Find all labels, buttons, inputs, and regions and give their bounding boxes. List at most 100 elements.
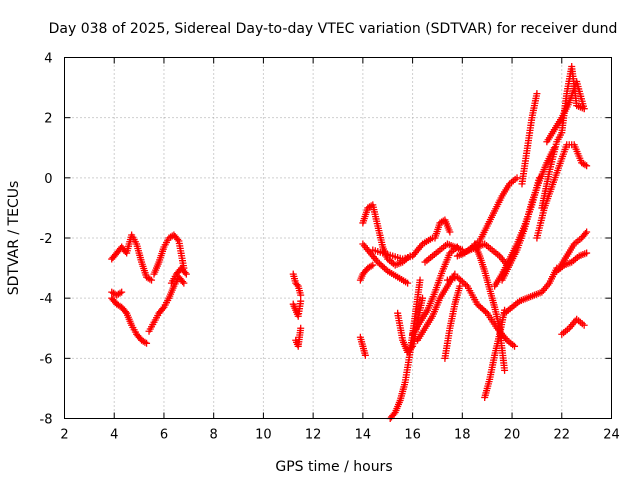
data-point — [580, 105, 588, 113]
series-arc-06 — [167, 264, 190, 287]
series-arc-11 — [356, 261, 377, 284]
y-tick-label: -6 — [40, 352, 53, 367]
data-point — [580, 321, 588, 329]
data-point — [462, 281, 470, 289]
y-tick-label: 2 — [44, 112, 52, 127]
data-point — [533, 90, 541, 98]
y-tick-label: 4 — [44, 52, 52, 67]
x-tick-label: 16 — [404, 428, 421, 443]
x-axis-label: GPS time / hours — [275, 459, 392, 475]
chart-title: Day 038 of 2025, Sidereal Day-to-day VTE… — [49, 21, 618, 37]
series-arc-36 — [558, 315, 588, 338]
data-point — [146, 275, 154, 283]
x-tick-label: 24 — [603, 428, 620, 443]
data-point — [460, 279, 468, 287]
data-point — [382, 266, 390, 274]
data-point — [174, 236, 182, 244]
series-arc-17 — [409, 243, 461, 338]
series-arc-10 — [356, 333, 369, 359]
series-arc-35 — [553, 249, 591, 275]
data-point — [456, 282, 464, 290]
data-point — [458, 278, 466, 286]
series-arc-04 — [145, 273, 188, 335]
series-arc-09 — [292, 324, 305, 350]
data-point — [380, 264, 388, 272]
data-point — [118, 288, 126, 296]
grid-layer — [64, 57, 612, 419]
y-axis-label: SDTVAR / TECUs — [6, 181, 22, 296]
y-tick-label: 0 — [44, 172, 52, 187]
y-tick-label: -4 — [40, 292, 53, 307]
data-point — [390, 410, 398, 418]
series-arc-31 — [533, 141, 591, 242]
x-tick-label: 14 — [355, 428, 372, 443]
data-point — [121, 308, 129, 316]
data-point — [482, 308, 490, 316]
data-point — [581, 229, 589, 237]
series-arc-02 — [108, 294, 151, 347]
series-arc-29 — [501, 264, 561, 317]
data-point — [148, 276, 156, 284]
x-tick-label: 18 — [454, 428, 471, 443]
data-point — [455, 275, 463, 283]
x-tick-label: 4 — [110, 428, 118, 443]
data-point — [581, 161, 589, 169]
series-arc-20 — [431, 216, 454, 242]
data-point — [159, 305, 167, 313]
series-arc-05 — [150, 231, 188, 278]
x-tick-label: 6 — [160, 428, 168, 443]
data-point — [501, 366, 509, 374]
data-point — [141, 338, 149, 346]
data-point — [446, 228, 454, 236]
data-point — [407, 344, 415, 352]
data-point — [419, 294, 427, 302]
data-point — [181, 269, 189, 277]
data-point — [367, 262, 375, 270]
y-tick-label: -2 — [40, 232, 53, 247]
data-point — [143, 339, 151, 347]
data-point — [583, 228, 591, 236]
data-point — [453, 273, 461, 281]
data-point — [297, 297, 305, 305]
y-tick-label: -8 — [40, 413, 53, 428]
data-point — [511, 342, 519, 350]
series-arc-03 — [108, 288, 126, 299]
data-point — [297, 324, 305, 332]
series-arc-32 — [538, 63, 588, 212]
data-point — [478, 305, 486, 313]
series-arc-07 — [289, 270, 305, 299]
series-arc-30 — [518, 90, 541, 188]
series-arc-01 — [108, 231, 156, 284]
data-point — [180, 279, 188, 287]
data-point — [379, 263, 387, 271]
data-point — [179, 278, 187, 286]
data-point — [369, 261, 377, 269]
data-point — [116, 289, 124, 297]
series-arc-08 — [289, 297, 305, 320]
x-tick-label: 8 — [210, 428, 218, 443]
data-point — [513, 174, 521, 182]
x-tick-label: 12 — [305, 428, 322, 443]
data-point — [457, 276, 465, 284]
data-point — [477, 303, 485, 311]
x-tick-label: 20 — [504, 428, 521, 443]
series-arc-28 — [498, 144, 558, 284]
series-arc-16 — [394, 294, 427, 356]
data-point — [361, 351, 369, 359]
data-point — [297, 291, 305, 299]
data-point — [377, 261, 385, 269]
data-point — [583, 249, 591, 257]
x-tick-label: 10 — [255, 428, 272, 443]
data-point — [374, 258, 382, 266]
data-point — [475, 302, 483, 310]
series-arc-21 — [441, 282, 464, 362]
series-arc-14 — [369, 234, 436, 263]
data-point — [293, 281, 301, 289]
data-point — [416, 276, 424, 284]
series-arc-33 — [543, 78, 588, 146]
data-point — [480, 306, 488, 314]
x-tick-label: 22 — [553, 428, 570, 443]
